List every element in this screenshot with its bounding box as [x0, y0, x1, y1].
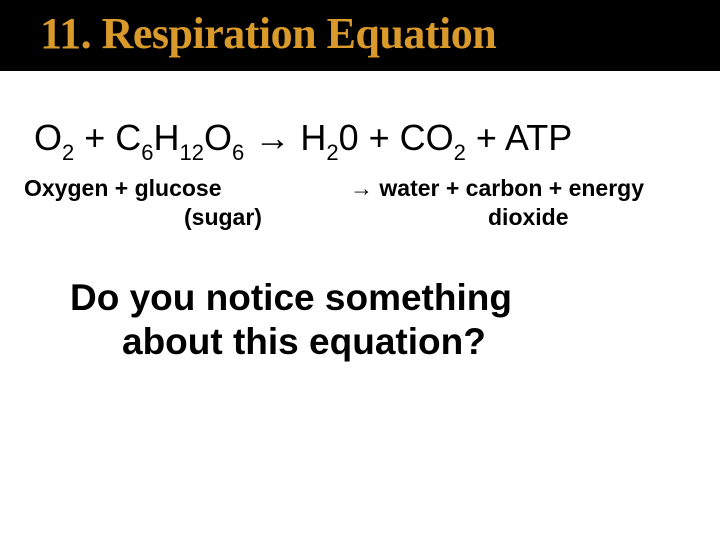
labels-left: Oxygen + glucose (sugar): [24, 174, 344, 232]
arrow-icon: →: [350, 175, 373, 201]
labels-right: → water + carbon + energy dioxide: [344, 174, 696, 232]
equation-labels: Oxygen + glucose (sugar) → water + carbo…: [0, 174, 720, 232]
question: Do you notice something about this equat…: [0, 276, 720, 365]
labels-left-line2: (sugar): [24, 203, 344, 232]
slide-title: 11. Respiration Equation: [40, 8, 720, 59]
labels-right-line1: → water + carbon + energy: [350, 174, 696, 203]
equation: O2 + C6H12O6 → H20 + CO2 + ATP: [0, 117, 720, 164]
labels-left-line1: Oxygen + glucose: [24, 174, 344, 203]
question-line1: Do you notice something: [70, 276, 670, 320]
question-line2: about this equation?: [70, 320, 670, 364]
labels-right-line2: dioxide: [350, 203, 696, 232]
title-bar: 11. Respiration Equation: [0, 0, 720, 71]
labels-right-line1-text: water + carbon + energy: [373, 175, 644, 201]
